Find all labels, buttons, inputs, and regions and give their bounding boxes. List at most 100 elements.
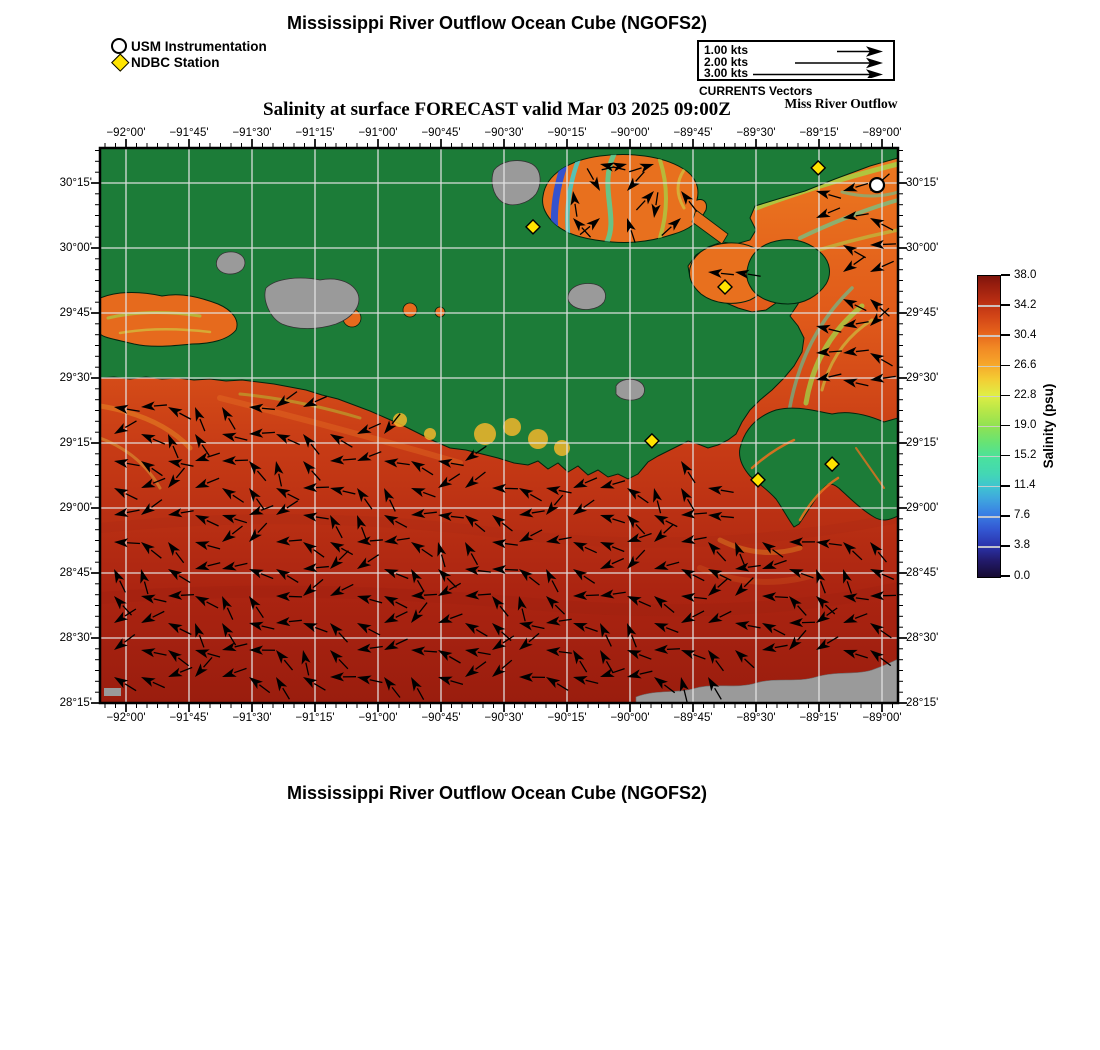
y-axis-label-left: 29°15' [59,436,92,449]
colorbar-segment-line [978,455,1000,458]
colorbar [977,275,1001,578]
x-axis-label-top: −89°00' [862,127,902,139]
axis-ticks [91,139,907,712]
colorbar-segment-line [978,365,1000,368]
ndbc-station-marker [717,279,733,295]
vector-speed-label-2: 2.00 kts [704,54,749,69]
station-markers [525,159,886,488]
colorbar-tick-label: 19.0 [1014,419,1037,431]
colorbar-segment-line [978,425,1000,428]
x-axis-label-bottom: −91°30' [232,712,272,724]
x-axis-label-top: −91°45' [169,127,209,139]
colorbar-tick-label: 0.0 [1014,569,1030,582]
x-axis-label-top: −90°15' [547,127,587,139]
colorbar-tick [1001,334,1010,337]
page-title: Mississippi River Outflow Ocean Cube (NG… [286,13,708,33]
colorbar-tick-label: 11.4 [1014,479,1036,492]
x-axis-label-bottom: −91°00' [358,712,398,724]
y-axis-label-right: 28°15' [906,696,939,709]
ndbc-diamond-icon [111,53,130,72]
y-axis-label-left: 30°00' [59,241,92,254]
x-axis-label-bottom: −91°45' [169,712,209,724]
y-axis-label-right: 30°00' [906,241,939,254]
nodata-lake-small [567,283,606,310]
colorbar-tick-label: 22.8 [1014,388,1037,401]
colorbar-tick [1001,515,1010,517]
footer-title: Mississippi River Outflow Ocean Cube (NG… [286,783,708,803]
colorbar-tick [1001,394,1010,397]
x-axis-label-bottom: −90°45' [421,712,461,724]
x-axis-label-bottom: −89°00' [862,712,902,724]
x-axis-label-bottom: −91°15' [295,712,335,724]
colorbar-tick-label: 34.2 [1014,298,1037,311]
colorbar-tick [1001,484,1010,487]
y-axis-label-right: 28°30' [906,631,939,644]
colorbar-tick [1001,364,1010,367]
colorbar-tick [1001,304,1010,306]
region-label: Miss River Outflow [784,96,898,111]
x-axis-label-bottom: −92°00' [106,712,146,724]
biloxi-marsh [746,239,830,305]
colorbar-segment-line [978,546,1000,548]
usm-circle-icon [111,38,127,54]
legend-usm-label: USM Instrumentation [131,39,267,54]
x-axis-label-top: −91°15' [295,127,335,139]
y-axis-label-right: 29°00' [906,501,939,514]
colorbar-tick [1001,545,1010,547]
colorbar-segment-line [978,305,1000,307]
y-axis-label-right: 29°15' [906,436,939,449]
vector-legend-arrows-icon [753,46,883,78]
usm-station-marker [868,176,886,194]
currents-vectors-caption: CURRENTS Vectors [699,84,813,98]
colorbar-tick-label: 30.4 [1014,328,1037,341]
y-axis-label-left: 29°30' [59,371,92,384]
y-axis-label-right: 29°45' [906,306,939,319]
ndbc-station-marker [810,159,827,176]
vermilion-bay-water [100,292,238,347]
nodata-corner [104,688,121,696]
y-axis-label-left: 28°15' [59,696,92,709]
colorbar-axis-label: Salinity (psu) [1041,383,1056,469]
y-axis-label-right: 28°45' [906,566,939,579]
colorbar-tick-label: 26.6 [1014,358,1037,371]
map-svg [91,139,907,712]
y-axis-label-right: 29°30' [906,371,939,384]
colorbar-tick-label: 15.2 [1014,449,1037,462]
colorbar-tick [1001,424,1010,427]
x-axis-label-bottom: −90°15' [547,712,587,724]
currents-vector-legend-box: 1.00 kts 2.00 kts 3.00 kts [697,40,895,81]
colorbar-tick [1001,454,1010,457]
colorbar-tick [1001,575,1010,577]
x-axis-label-top: −89°15' [799,127,839,139]
colorbar-tick [1001,274,1010,276]
x-axis-label-bottom: −89°15' [799,712,839,724]
ndbc-station-marker [824,456,841,473]
colorbar-tick-label: 3.8 [1014,539,1030,552]
nodata-lake-west [215,251,246,275]
colorbar-segment-line [978,485,1000,488]
map-frame [98,146,900,705]
x-axis-label-top: −90°45' [421,127,461,139]
x-axis-label-top: −90°30' [484,127,524,139]
y-axis-label-left: 28°30' [59,631,92,644]
x-axis-label-bottom: −89°30' [736,712,776,724]
map-plot [91,139,907,712]
ndbc-station-marker [643,432,660,449]
y-axis-label-right: 30°15' [906,176,939,189]
map-field [100,148,898,703]
ndbc-station-marker [525,218,541,235]
x-axis-label-top: −91°30' [232,127,272,139]
y-axis-label-left: 29°00' [59,501,92,514]
x-axis-label-bottom: −89°45' [673,712,713,724]
colorbar-segment-line [978,516,1000,518]
ndbc-station-marker [750,471,766,488]
vector-speed-label-3: 3.00 kts [704,66,749,80]
x-axis-label-top: −89°30' [736,127,776,139]
nodata-bottom-right [635,658,898,703]
x-axis-label-bottom: −90°30' [484,712,524,724]
colorbar-tick-label: 7.6 [1014,509,1030,522]
vector-speed-label-1: 1.00 kts [704,43,749,57]
y-axis-label-left: 28°45' [59,566,92,579]
current-vectors [114,162,897,703]
